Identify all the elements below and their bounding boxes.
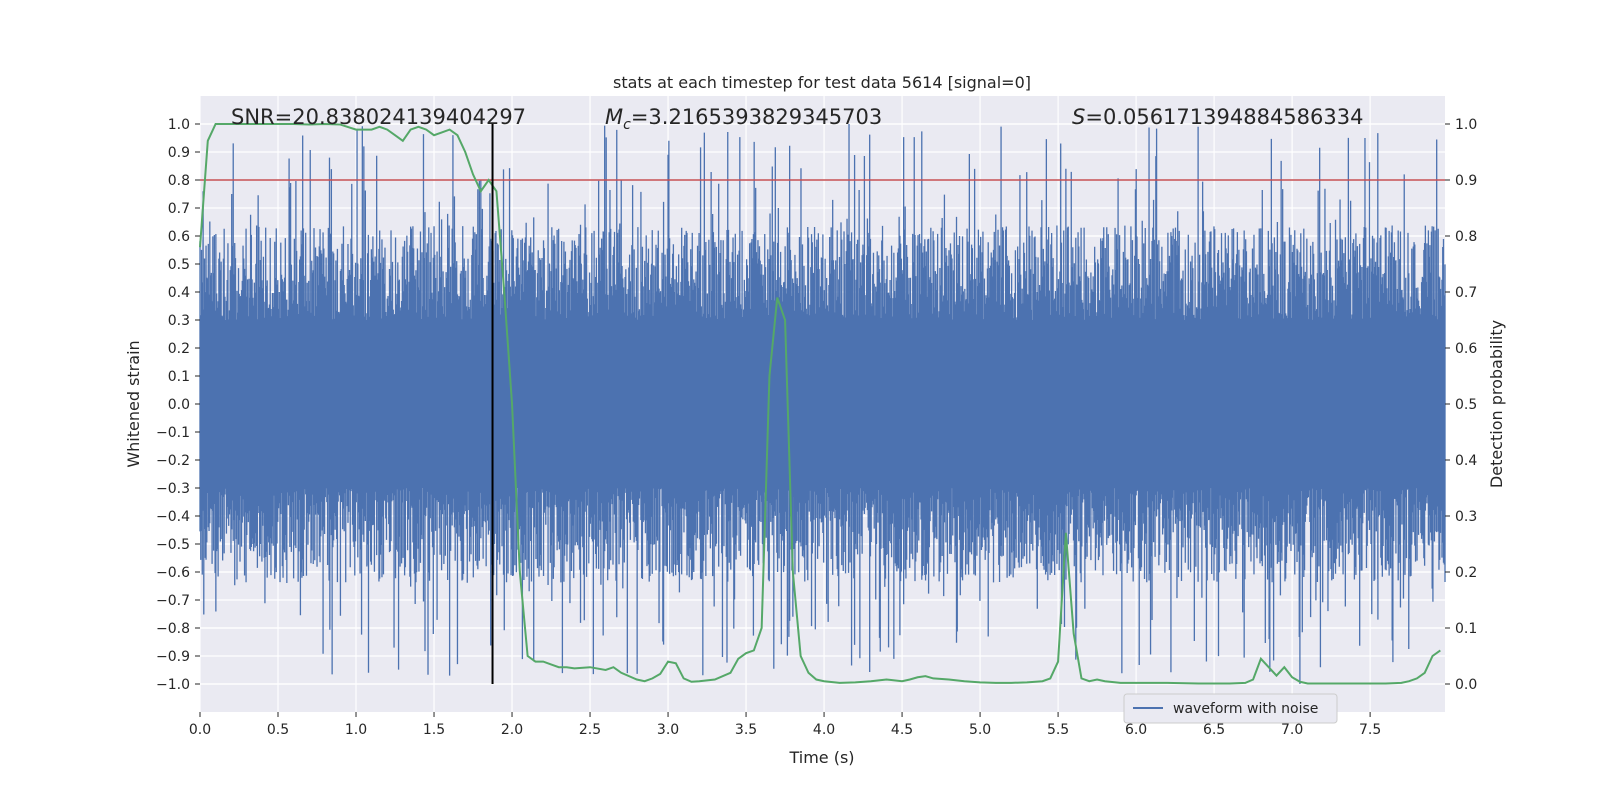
yl-tick-label-14: 0.4 bbox=[168, 285, 190, 301]
x-tick-label-6: 3.0 bbox=[657, 722, 679, 738]
y-axis-right-label: Detection probability bbox=[1487, 320, 1506, 488]
yr-tick-label-10: 1.0 bbox=[1455, 117, 1477, 133]
yl-tick-label-6: −0.4 bbox=[156, 509, 190, 525]
chirp-mass-value: =3.2165393829345703 bbox=[631, 105, 882, 129]
yr-tick-label-0: 0.0 bbox=[1455, 677, 1477, 693]
yl-tick-label-1: −0.9 bbox=[156, 649, 190, 665]
s-symbol: S bbox=[1072, 105, 1085, 129]
x-tick-label-0: 0.0 bbox=[189, 722, 211, 738]
yr-tick-label-2: 0.2 bbox=[1455, 565, 1477, 581]
x-tick-label-15: 7.5 bbox=[1359, 722, 1381, 738]
legend-box bbox=[1123, 693, 1338, 724]
yl-tick-label-16: 0.6 bbox=[168, 229, 190, 245]
x-tick-label-14: 7.0 bbox=[1281, 722, 1303, 738]
s-annotation: S=0.05617139488458633‌4 bbox=[1072, 105, 1363, 129]
x-tick-label-7: 3.5 bbox=[735, 722, 757, 738]
yl-tick-label-12: 0.2 bbox=[168, 341, 190, 357]
x-tick-label-8: 4.0 bbox=[813, 722, 835, 738]
yl-tick-label-4: −0.6 bbox=[156, 565, 190, 581]
x-tick-label-3: 1.5 bbox=[423, 722, 445, 738]
yl-tick-label-19: 0.9 bbox=[168, 145, 190, 161]
waveform-dense-band bbox=[200, 342, 1445, 466]
x-tick-label-5: 2.5 bbox=[579, 722, 601, 738]
yr-tick-label-5: 0.5 bbox=[1455, 397, 1477, 413]
chirp-mass-subscript: c bbox=[623, 117, 631, 133]
legend-label: waveform with noise bbox=[1173, 701, 1318, 717]
yl-tick-label-8: −0.2 bbox=[156, 453, 190, 469]
yr-tick-label-4: 0.4 bbox=[1455, 453, 1477, 469]
yl-tick-label-10: 0.0 bbox=[168, 397, 190, 413]
x-tick-label-2: 1.0 bbox=[345, 722, 367, 738]
legend: waveform with noise bbox=[1123, 693, 1338, 724]
yl-tick-label-3: −0.7 bbox=[156, 593, 190, 609]
x-axis-ticks: 0.0 0.5 1.0 1.5 2.0 2.5 3.0 3.5 4.0 4.5 5.0 5.5 6.0 6… bbox=[189, 712, 1381, 738]
yl-tick-label-11: 0.1 bbox=[168, 369, 190, 385]
yr-tick-label-8: 0.8 bbox=[1455, 229, 1477, 245]
yr-tick-label-1: 0.1 bbox=[1455, 621, 1477, 637]
yl-tick-label-9: −0.1 bbox=[156, 425, 190, 441]
yl-tick-label-17: 0.7 bbox=[168, 201, 190, 217]
x-tick-label-11: 5.5 bbox=[1047, 722, 1069, 738]
chart-title: stats at each timestep for test data 561… bbox=[613, 73, 1031, 92]
yl-tick-label-13: 0.3 bbox=[168, 313, 190, 329]
chirp-mass-annotation: Mc=3.2165393829345703 bbox=[605, 105, 882, 133]
x-tick-label-1: 0.5 bbox=[267, 722, 289, 738]
x-tick-label-10: 5.0 bbox=[969, 722, 991, 738]
x-tick-label-13: 6.5 bbox=[1203, 722, 1225, 738]
y-axis-left-label: Whitened strain bbox=[124, 340, 143, 467]
yl-tick-label-15: 0.5 bbox=[168, 257, 190, 273]
snr-annotation: SNR=20.838024139404297 bbox=[231, 105, 526, 129]
yl-tick-label-5: −0.5 bbox=[156, 537, 190, 553]
chirp-mass-symbol: M bbox=[605, 105, 623, 129]
yl-tick-label-7: −0.3 bbox=[156, 481, 190, 497]
yl-tick-label-20: 1.0 bbox=[168, 117, 190, 133]
yr-tick-label-7: 0.7 bbox=[1455, 285, 1477, 301]
waveform-with-noise-series bbox=[199, 124, 1446, 684]
x-tick-label-9: 4.5 bbox=[891, 722, 913, 738]
x-tick-label-4: 2.0 bbox=[501, 722, 523, 738]
x-axis-label: Time (s) bbox=[788, 748, 854, 767]
y-axis-right-ticks: 0.0 0.1 0.2 0.3 0.4 0.5 0.6 0.7 0.8 0.9 1.0 bbox=[1445, 117, 1477, 693]
detection-probability-line bbox=[199, 122, 1441, 685]
yr-tick-label-9: 0.9 bbox=[1455, 173, 1477, 189]
yl-tick-label-18: 0.8 bbox=[168, 173, 190, 189]
s-value: =0.05617139488458633‌4 bbox=[1085, 105, 1363, 129]
yl-tick-label-0: −1.0 bbox=[156, 677, 190, 693]
yl-tick-label-2: −0.8 bbox=[156, 621, 190, 637]
y-axis-left-ticks: −1.0 −0.9 −0.8 −0.7 −0.6 −0.5 −0.4 −0.3 −0.2 −0.1… bbox=[156, 117, 200, 693]
yr-tick-label-6: 0.6 bbox=[1455, 341, 1477, 357]
x-tick-label-12: 6.0 bbox=[1125, 722, 1147, 738]
yr-tick-label-3: 0.3 bbox=[1455, 509, 1477, 525]
